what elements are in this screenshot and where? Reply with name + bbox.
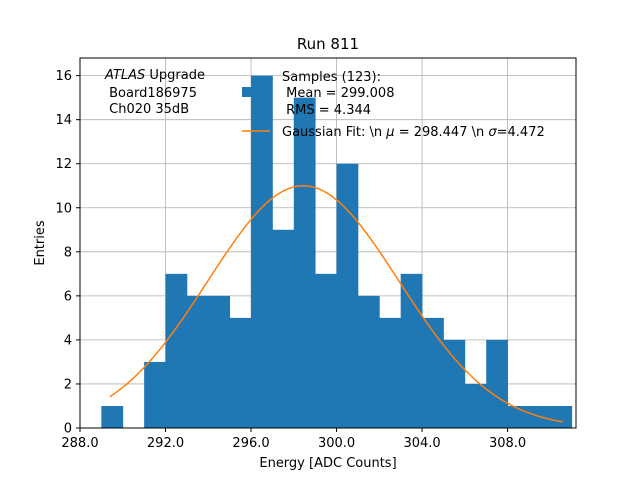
histogram-bar [550,405,573,428]
histogram-bar [208,295,231,428]
legend-samples-swatch [242,87,270,97]
histogram-bar [336,163,359,428]
legend-fit-label: Gaussian Fit: \n μ = 298.447 \n σ=4.472 [282,125,545,140]
histogram-bar [464,383,487,428]
histogram-bar [251,75,273,428]
legend-samples-line-1: Samples (123): [282,70,381,85]
histogram-bar [293,97,316,429]
annotation-upgrade: Upgrade [145,68,205,83]
histogram-bar [422,317,444,428]
x-tick-label: 308.0 [489,436,526,451]
legend-samples-line-3: RMS = 4.344 [282,103,371,118]
y-tick-label: 14 [55,113,72,128]
histogram-bar [229,317,252,428]
legend-fit-prefix: Gaussian Fit: \n [282,125,386,140]
y-tick-label: 12 [55,157,72,172]
histogram-bar [101,405,124,428]
gaussian-fit-curve [109,184,564,423]
annotation-line-1: ATLAS Upgrade [104,68,205,83]
histogram-bar [144,361,166,428]
x-tick-label: 304.0 [403,436,440,451]
x-axis-label: Energy [ADC Counts] [259,456,396,471]
y-axis-ticks: 0 2 4 6 8 10 12 14 16 [55,69,80,437]
y-tick-label: 2 [64,377,72,392]
histogram-bar [443,339,466,428]
plot-frame [79,57,577,429]
x-axis-ticks: 288.0 292.0 296.0 300.0 304.0 308.0 [61,428,526,451]
y-tick-label: 6 [64,289,72,304]
y-tick-label: 10 [55,201,72,216]
histogram-bar [486,339,508,428]
x-tick-label: 296.0 [232,436,269,451]
annotation-line-3: Ch020 35dB [105,102,189,117]
gaussian-fit [109,184,564,423]
histogram-bar [165,273,188,428]
y-tick-label: 16 [55,69,72,84]
y-axis-label: Entries [33,220,48,266]
histogram-bar [272,229,295,428]
x-tick-label: 300.0 [318,436,355,451]
legend: Samples (123): Mean = 299.008 RMS = 4.34… [242,70,545,140]
histogram-bar [379,317,402,428]
legend-samples-line-2: Mean = 299.008 [282,86,394,101]
histogram-bar [186,295,209,428]
legend-fit-mid: = 298.447 \n [395,125,489,140]
legend-fit-sigma: σ [488,125,497,140]
x-tick-label: 292.0 [147,436,184,451]
atlas-annotation: ATLAS Upgrade Board186975 Ch020 35dB [104,68,205,117]
histogram-bar [400,273,423,428]
chart-title: Run 811 [297,35,359,53]
legend-fit-mu: μ [385,125,394,140]
y-tick-label: 0 [64,422,72,437]
legend-fit-suffix: =4.472 [497,125,545,140]
y-tick-label: 8 [64,245,72,260]
y-tick-label: 4 [64,333,72,348]
annotation-atlas: ATLAS [104,68,145,83]
histogram-bar [357,295,380,428]
histogram-bar [315,273,337,428]
histogram-bars [101,75,573,429]
x-tick-label: 288.0 [61,436,98,451]
annotation-line-2: Board186975 [105,86,197,101]
